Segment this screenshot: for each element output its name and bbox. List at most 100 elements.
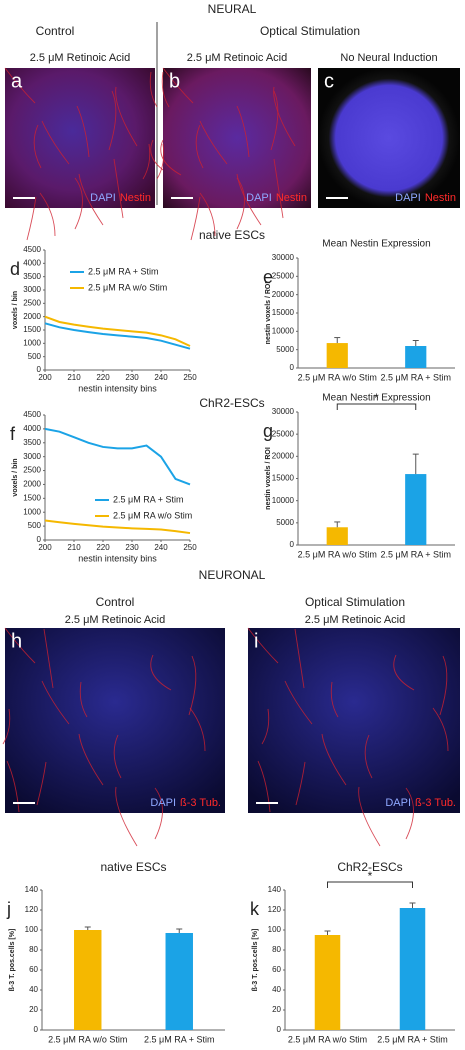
bar: [326, 343, 348, 368]
x-axis-label: nestin intensity bins: [78, 383, 157, 393]
x-tick-label: 2.5 μM RA + Stim: [381, 549, 451, 559]
legend-label: 2.5 μM RA w/o Stim: [113, 510, 192, 520]
heading: Control: [36, 24, 75, 38]
panel-letter: j: [6, 899, 11, 919]
fiber: [188, 655, 197, 716]
y-tick-label: 25000: [272, 271, 295, 280]
y-tick-label: 5000: [276, 345, 294, 354]
panel-letter: g: [263, 421, 273, 441]
y-tick-label: 100: [268, 925, 282, 934]
fiber: [154, 787, 163, 840]
x-tick-label: 200: [38, 543, 52, 552]
fiber: [74, 177, 83, 230]
bar: [405, 474, 427, 545]
y-tick-label: 4000: [23, 258, 41, 267]
micrograph: [163, 68, 311, 208]
y-tick-label: 1000: [23, 338, 41, 347]
y-tick-label: 3500: [23, 272, 41, 281]
y-tick-label: 500: [28, 352, 42, 361]
fiber: [330, 681, 339, 718]
y-tick-label: 1500: [23, 325, 41, 334]
stain-labels: DAPI ß-3 Tub.: [385, 797, 456, 809]
x-tick-label: 220: [96, 373, 110, 382]
panel-letter: h: [11, 630, 22, 652]
y-tick-label: 30000: [272, 407, 295, 416]
y-tick-label: 3500: [23, 438, 41, 447]
y-tick-label: 80: [29, 945, 38, 954]
y-tick-label: 15000: [272, 308, 295, 317]
x-tick-label: 220: [96, 543, 110, 552]
y-tick-label: 1500: [23, 493, 41, 502]
y-tick-label: 80: [272, 945, 281, 954]
fiber: [39, 192, 56, 237]
y-tick-label: 500: [28, 521, 42, 530]
y-tick-label: 2500: [23, 466, 41, 475]
fiber: [199, 120, 228, 165]
y-tick-label: 0: [37, 535, 42, 544]
fiber: [2, 708, 11, 745]
fiber: [261, 708, 270, 745]
y-tick-label: 25000: [272, 429, 295, 438]
stain-label: Nestin: [425, 192, 456, 204]
fiber: [78, 733, 104, 786]
x-tick-label: 2.5 μM RA w/o Stim: [288, 1034, 367, 1044]
y-tick-label: 2500: [23, 298, 41, 307]
chart-title: Mean Nestin Expression: [322, 239, 430, 250]
x-tick-label: 2.5 μM RA + Stim: [377, 1034, 447, 1044]
stain-label: DAPI: [150, 797, 176, 809]
y-tick-label: 40: [272, 985, 281, 994]
x-tick-label: 210: [67, 373, 81, 382]
fiber: [142, 143, 151, 180]
fiber: [439, 655, 448, 716]
stain-label: Nestin: [120, 192, 151, 204]
fiber: [247, 627, 279, 664]
legend-label: 2.5 μM RA + Stim: [88, 266, 158, 276]
fiber: [236, 177, 245, 230]
stain-label: DAPI: [395, 192, 421, 204]
fiber: [113, 158, 124, 219]
fiber: [26, 196, 37, 241]
y-tick-label: 5000: [276, 518, 294, 527]
fiber: [257, 760, 271, 813]
y-axis-label: nestin voxels / ROI: [265, 447, 272, 510]
significance: *: [368, 869, 373, 883]
fiber: [76, 105, 90, 158]
bar: [314, 935, 341, 1030]
y-axis-label: voxels / bin: [12, 291, 19, 329]
line: [44, 519, 191, 535]
y-tick-label: 2000: [23, 480, 41, 489]
y-tick-label: 10000: [272, 496, 295, 505]
fiber: [405, 787, 414, 840]
stain-label: DAPI: [385, 797, 411, 809]
panel-letter: b: [169, 70, 180, 92]
y-tick-label: 1000: [23, 507, 41, 516]
y-axis-label: ß-3 T. pos.cells [%]: [9, 929, 16, 992]
fiber: [115, 86, 138, 147]
x-tick-label: 240: [154, 543, 168, 552]
fiber: [33, 124, 42, 169]
caption: 2.5 μM Retinoic Acid: [30, 52, 131, 64]
fiber: [189, 707, 206, 752]
fiber: [108, 90, 117, 151]
bar: [405, 346, 427, 368]
panel-letter: i: [254, 630, 258, 652]
y-tick-label: 0: [290, 363, 295, 372]
x-tick-label: 2.5 μM RA + Stim: [381, 372, 451, 382]
fiber: [149, 71, 158, 108]
chart-title: native ESCs: [100, 860, 166, 874]
y-tick-label: 140: [25, 885, 39, 894]
fiber: [393, 654, 415, 691]
y-tick-label: 20: [29, 1005, 38, 1014]
fiber: [113, 734, 122, 779]
x-tick-label: 2.5 μM RA w/o Stim: [48, 1034, 127, 1044]
heading: NEURAL: [208, 2, 257, 16]
fiber: [4, 627, 36, 664]
y-tick-label: 20: [272, 1005, 281, 1014]
stain-label: DAPI: [246, 192, 272, 204]
fiber: [6, 760, 20, 813]
panel-letter: f: [10, 424, 16, 444]
significance-bracket: [327, 881, 413, 888]
y-tick-label: 140: [268, 885, 282, 894]
x-tick-label: 250: [183, 543, 197, 552]
fiber: [4, 67, 36, 104]
